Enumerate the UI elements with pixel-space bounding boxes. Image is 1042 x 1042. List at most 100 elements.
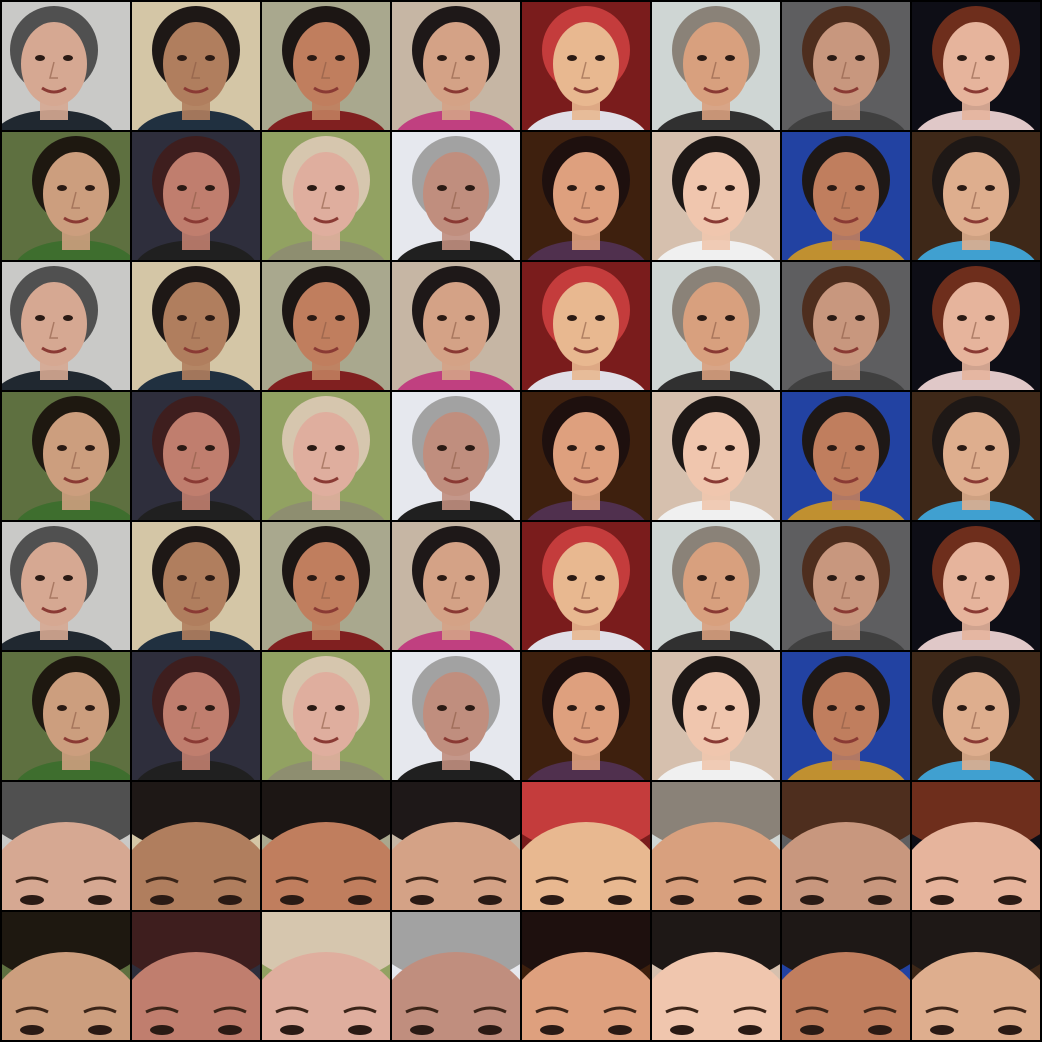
tile-content	[262, 2, 390, 130]
eye	[930, 1025, 954, 1035]
nose	[841, 711, 850, 729]
shirt	[527, 110, 645, 130]
face-tile	[132, 392, 260, 520]
face-tile	[522, 132, 650, 260]
nose	[581, 711, 590, 729]
eye	[827, 445, 837, 451]
eye	[725, 315, 735, 321]
mouth	[703, 216, 729, 224]
mouth	[833, 216, 859, 224]
tile-content	[522, 132, 650, 260]
eye	[35, 55, 45, 61]
nose	[841, 581, 850, 599]
eye	[827, 185, 837, 191]
eye	[177, 575, 187, 581]
nose	[191, 451, 200, 469]
eye	[567, 315, 577, 321]
eye	[57, 185, 67, 191]
eye	[608, 1025, 632, 1035]
nose	[971, 581, 980, 599]
tile-content	[782, 392, 910, 520]
tile-content	[522, 2, 650, 130]
eye	[20, 1025, 44, 1035]
nose	[49, 581, 58, 599]
eye	[985, 315, 995, 321]
eye	[827, 705, 837, 711]
tile-content	[262, 782, 390, 910]
face-tile	[2, 2, 130, 130]
tile-content	[522, 392, 650, 520]
face	[262, 822, 390, 910]
eye	[595, 445, 605, 451]
eye	[595, 315, 605, 321]
eye	[985, 575, 995, 581]
shirt	[397, 630, 515, 650]
eye	[465, 315, 475, 321]
brow	[15, 1006, 117, 1014]
face-tile	[522, 2, 650, 130]
eye	[725, 705, 735, 711]
eye	[437, 445, 447, 451]
nose	[711, 321, 720, 339]
face-tile	[522, 782, 650, 910]
eye	[827, 55, 837, 61]
shirt	[2, 630, 113, 650]
face-tile	[652, 392, 780, 520]
eye	[410, 895, 434, 905]
face-tile	[912, 912, 1040, 1040]
face-tile	[2, 262, 130, 390]
face-tile	[392, 522, 520, 650]
face	[912, 822, 1040, 910]
eye	[957, 185, 967, 191]
tile-content	[782, 652, 910, 780]
tile-content	[132, 782, 260, 910]
eye	[348, 1025, 372, 1035]
face-tile	[652, 262, 780, 390]
mouth	[703, 736, 729, 744]
nose	[971, 191, 980, 209]
eye	[307, 55, 317, 61]
eye	[540, 1025, 564, 1035]
eye	[595, 185, 605, 191]
tile-content	[912, 912, 1040, 1040]
tile-content	[652, 2, 780, 130]
face	[262, 952, 390, 1040]
eye	[410, 1025, 434, 1035]
face-tile	[652, 912, 780, 1040]
eye	[205, 185, 215, 191]
nose	[841, 451, 850, 469]
mouth	[573, 736, 599, 744]
eye	[738, 1025, 762, 1035]
eye	[725, 575, 735, 581]
eye	[307, 315, 317, 321]
eye	[280, 1025, 304, 1035]
nose	[581, 581, 590, 599]
eye	[998, 1025, 1022, 1035]
eye	[335, 185, 345, 191]
eye	[465, 55, 475, 61]
eye	[307, 705, 317, 711]
shirt	[917, 500, 1035, 520]
shirt	[137, 760, 255, 780]
tile-content	[522, 782, 650, 910]
eye	[697, 315, 707, 321]
eye	[465, 705, 475, 711]
eye	[725, 445, 735, 451]
eye	[670, 1025, 694, 1035]
eye	[465, 445, 475, 451]
tile-content	[132, 652, 260, 780]
face	[652, 822, 780, 910]
tile-content	[522, 522, 650, 650]
shirt	[397, 500, 515, 520]
mouth	[183, 346, 209, 354]
shirt	[137, 370, 255, 390]
face-tile	[912, 262, 1040, 390]
eye	[437, 705, 447, 711]
shirt	[267, 630, 385, 650]
face-tile	[132, 132, 260, 260]
tile-content	[262, 132, 390, 260]
face-tile	[782, 2, 910, 130]
eye	[335, 445, 345, 451]
shirt	[917, 630, 1035, 650]
nose	[711, 451, 720, 469]
